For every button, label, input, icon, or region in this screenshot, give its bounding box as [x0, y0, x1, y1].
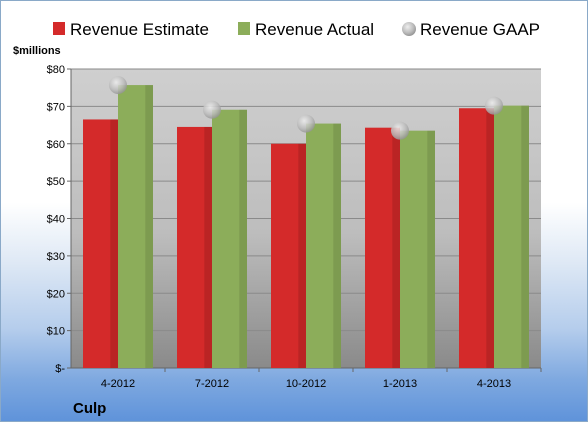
- bar-revenue-estimate: [271, 143, 306, 368]
- x-tick-label: 1-2013: [383, 378, 417, 390]
- x-tick-label: 4-2013: [477, 378, 511, 390]
- x-tick-label: 10-2012: [286, 378, 326, 390]
- marker-revenue-gaap: [485, 96, 503, 115]
- bar-revenue-estimate: [83, 119, 118, 368]
- legend: Revenue Estimate Revenue Actual Revenue GA…: [53, 20, 540, 39]
- legend-label: Revenue Estimate: [70, 20, 209, 39]
- bar-revenue-actual: [212, 109, 247, 369]
- y-tick-label: $30: [47, 251, 65, 263]
- bar-revenue-actual-shade: [333, 123, 341, 368]
- marker-revenue-gaap: [297, 114, 315, 133]
- y-tick-label: $40: [47, 214, 65, 226]
- x-axis: 4-2012 7-2012 10-2012 1-2013 4-2013: [101, 368, 542, 390]
- marker-revenue-gaap: [203, 100, 221, 119]
- legend-marker-revenue-gaap: [402, 22, 416, 36]
- y-tick-label: $70: [47, 101, 65, 113]
- y-axis-unit-label: $millions: [13, 45, 61, 57]
- marker-revenue-gaap: [109, 76, 127, 95]
- bars: [83, 85, 529, 369]
- x-tick-label: 4-2012: [101, 378, 135, 390]
- bar-revenue-estimate-shade: [486, 108, 494, 369]
- bar-revenue-estimate-shade: [298, 143, 306, 368]
- bar-revenue-actual: [494, 105, 529, 368]
- bar-revenue-estimate-shade: [204, 126, 212, 369]
- bar-revenue-estimate: [365, 127, 400, 369]
- bar-revenue-estimate: [177, 126, 212, 369]
- bar-revenue-estimate: [459, 108, 494, 369]
- bar-revenue-actual: [306, 123, 341, 368]
- x-tick-label: 7-2012: [195, 378, 229, 390]
- bar-revenue-actual-shade: [521, 105, 529, 368]
- marker-revenue-gaap: [391, 121, 409, 140]
- bar-revenue-actual: [400, 130, 435, 368]
- y-tick-label: $-: [55, 363, 65, 375]
- gaap-markers: [109, 76, 503, 140]
- legend-label: Revenue Actual: [255, 20, 374, 39]
- y-tick-label: $20: [47, 288, 65, 300]
- company-name: Culp: [73, 400, 106, 417]
- y-tick-label: $60: [47, 139, 65, 151]
- y-tick-label: $10: [47, 326, 65, 338]
- legend-swatch-revenue-actual: [238, 22, 250, 35]
- legend-swatch-revenue-estimate: [53, 22, 65, 35]
- bar-revenue-actual-shade: [427, 130, 435, 368]
- bar-revenue-actual-shade: [239, 109, 247, 369]
- bar-revenue-estimate-shade: [110, 119, 118, 368]
- bar-revenue-actual: [118, 85, 153, 368]
- bar-revenue-estimate-shade: [392, 127, 400, 369]
- y-tick-label: $50: [47, 176, 65, 188]
- legend-label: Revenue GAAP: [420, 20, 540, 39]
- y-tick-label: $80: [47, 64, 65, 76]
- bar-revenue-actual-shade: [145, 85, 153, 368]
